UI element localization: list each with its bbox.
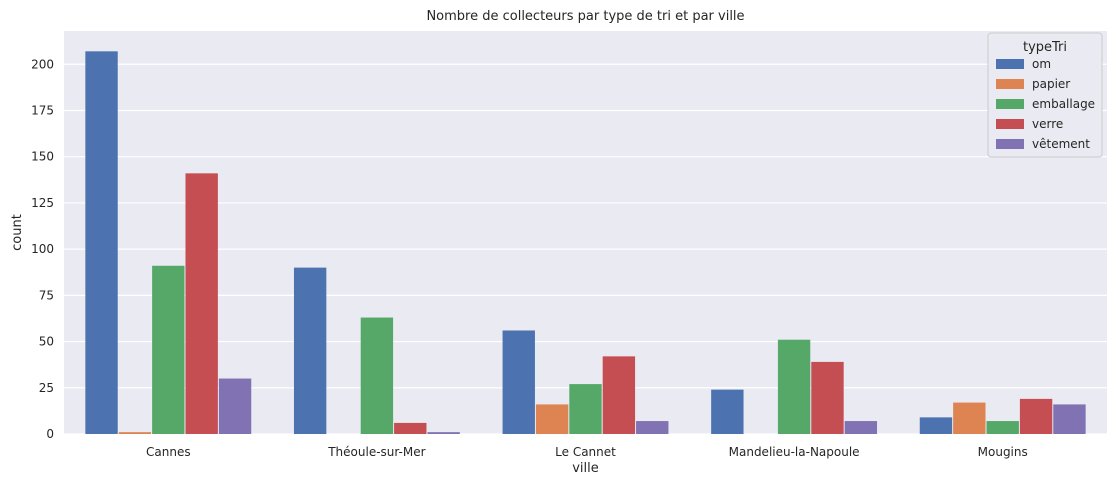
legend-swatch — [996, 99, 1024, 109]
plot-area — [64, 31, 1107, 434]
bar — [152, 265, 185, 434]
legend-swatch — [996, 139, 1024, 149]
bar — [218, 378, 252, 434]
y-tick-label: 200 — [31, 57, 54, 71]
bar — [502, 330, 535, 434]
bar — [1019, 398, 1053, 434]
y-tick-label: 125 — [31, 196, 54, 210]
x-tick-label: Cannes — [146, 445, 191, 459]
legend-swatch — [996, 119, 1024, 129]
bar — [569, 384, 602, 434]
y-axis: 0 25 50 75 100 125 150 175 200 — [31, 57, 54, 441]
legend-swatch — [996, 59, 1024, 69]
x-tick-label: Mandelieu-la-Napoule — [729, 445, 860, 459]
bar — [1053, 404, 1086, 434]
x-tick-label: Théoule-sur-Mer — [327, 445, 425, 459]
bar — [394, 422, 427, 434]
bar — [427, 432, 460, 434]
bar — [293, 267, 327, 434]
bar — [953, 402, 986, 434]
legend-title: typeTri — [1023, 40, 1067, 55]
legend: typeTri om papier emballage verre vêtement — [987, 32, 1103, 158]
y-tick-label: 175 — [31, 103, 54, 117]
y-tick-label: 50 — [39, 335, 54, 349]
bar — [185, 173, 218, 434]
y-tick-label: 25 — [39, 381, 54, 395]
y-tick-label: 100 — [31, 242, 54, 256]
x-tick-label: Le Cannet — [555, 445, 616, 459]
bar — [602, 356, 636, 434]
bar — [986, 421, 1019, 434]
bar — [844, 421, 878, 434]
bar — [636, 421, 669, 434]
bars — [85, 51, 1086, 434]
legend-swatch — [996, 79, 1024, 89]
bar — [811, 361, 844, 434]
legend-entry: papier — [1032, 77, 1070, 91]
bar — [777, 339, 811, 434]
legend-entry: vêtement — [1032, 137, 1090, 151]
x-axis-label: ville — [572, 461, 599, 476]
bar — [85, 51, 118, 434]
bar — [360, 317, 394, 434]
chart-title: Nombre de collecteurs par type de tri et… — [426, 9, 744, 24]
bar — [118, 432, 152, 434]
y-tick-label: 75 — [39, 288, 54, 302]
legend-entry: om — [1032, 57, 1051, 71]
bar — [711, 389, 744, 434]
y-axis-label: count — [10, 214, 25, 251]
y-tick-label: 150 — [31, 150, 54, 164]
bar — [535, 404, 569, 434]
legend-entry: verre — [1032, 117, 1063, 131]
y-tick-label: 0 — [46, 427, 54, 441]
x-axis: Cannes Théoule-sur-Mer Le Cannet Mandelieu-… — [146, 445, 1028, 459]
x-tick-label: Mougins — [978, 445, 1028, 459]
bar — [919, 417, 953, 434]
legend-entry: emballage — [1032, 97, 1095, 111]
